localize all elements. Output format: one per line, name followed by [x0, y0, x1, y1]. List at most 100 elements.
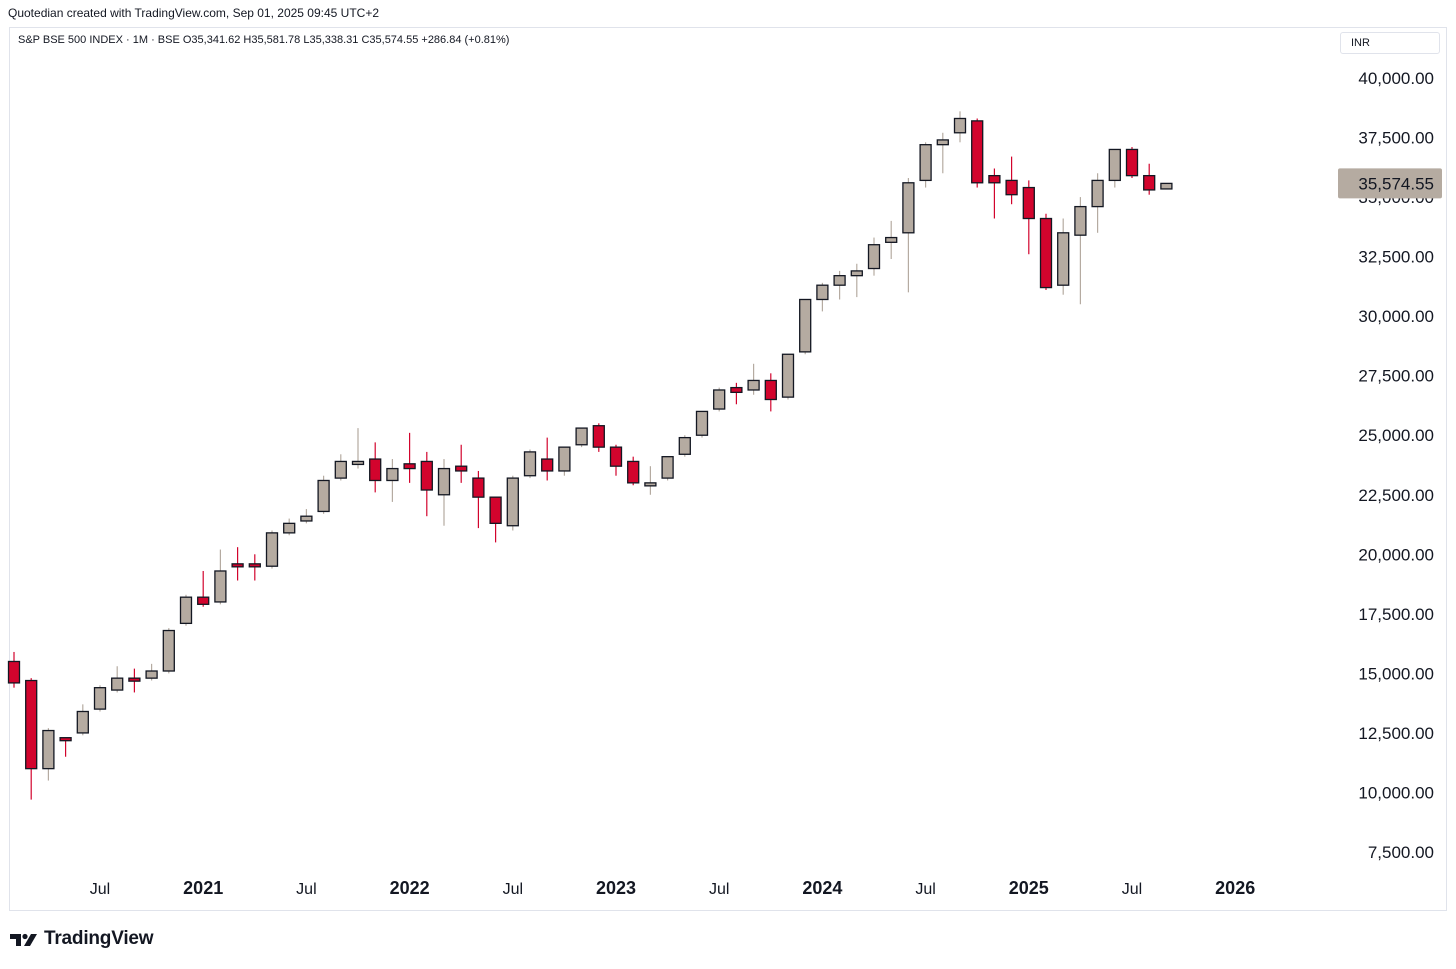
- candle-body: [1022, 186, 1035, 220]
- candle-body: [162, 629, 175, 672]
- candle: [334, 454, 347, 481]
- candle: [850, 263, 863, 298]
- candle-body: [953, 117, 967, 134]
- price-tick-label: 32,500.00: [1358, 248, 1434, 267]
- candle-body: [609, 446, 623, 467]
- candle-body: [420, 460, 433, 491]
- candle: [558, 446, 571, 476]
- candle: [1074, 197, 1087, 305]
- candle-body: [523, 451, 537, 477]
- candles-layer: [7, 111, 1173, 800]
- candle: [7, 651, 21, 688]
- time-axis: Jul 2021 Jul 2022 Jul 2023 Jul 2024 Jul 2025 Jul 20…: [90, 878, 1255, 898]
- candle-body: [1091, 179, 1104, 208]
- candle: [506, 475, 519, 531]
- candle-body: [7, 660, 21, 684]
- time-tick-label: Jul: [915, 881, 935, 898]
- candle-body: [678, 436, 691, 455]
- last-price-badge: [1338, 168, 1442, 199]
- candle: [317, 475, 330, 514]
- candle-body: [489, 496, 502, 524]
- candle: [42, 728, 55, 781]
- candle-body: [799, 298, 812, 353]
- candle-body: [351, 460, 365, 466]
- candle-body: [988, 174, 1001, 184]
- candle-body: [1057, 232, 1070, 286]
- time-tick-label: Jul: [1122, 881, 1142, 898]
- candle: [1039, 213, 1053, 290]
- candle: [695, 410, 709, 438]
- candle-body: [661, 456, 674, 479]
- symbol-legend: S&P BSE 500 INDEX · 1M · BSE O35,341.62 …: [18, 34, 510, 46]
- candle: [420, 451, 433, 517]
- candle-body: [506, 477, 519, 527]
- candle-body: [403, 463, 416, 470]
- candle: [747, 363, 760, 395]
- candle: [248, 554, 261, 581]
- candle-body: [730, 386, 743, 394]
- candle: [644, 466, 657, 495]
- chart-caption: Quotedian created with TradingView.com, …: [8, 6, 380, 20]
- candle-body: [902, 182, 915, 234]
- candle-body: [833, 275, 846, 286]
- candle: [1022, 180, 1035, 255]
- candle: [386, 459, 399, 502]
- candle-body: [248, 563, 261, 568]
- candle: [816, 282, 829, 312]
- candle: [988, 168, 1001, 219]
- candle-body: [25, 679, 38, 770]
- price-tick-label: 15,000.00: [1358, 664, 1434, 683]
- candle: [541, 437, 554, 481]
- candle-body: [386, 467, 399, 482]
- candle: [179, 594, 193, 626]
- candle: [609, 444, 623, 476]
- time-tick-label: Jul: [503, 881, 523, 898]
- candle: [1057, 218, 1070, 295]
- candle: [523, 449, 537, 479]
- candle-body: [59, 737, 72, 742]
- price-tick-label: 40,000.00: [1358, 69, 1434, 88]
- candle-body: [592, 425, 605, 448]
- candle-body: [265, 532, 279, 567]
- candle-body: [867, 244, 881, 270]
- candle: [283, 518, 296, 536]
- candle: [919, 142, 932, 188]
- candle-body: [936, 139, 949, 146]
- time-tick-label: 2026: [1215, 878, 1255, 898]
- last-price-marker: 35,574.55: [1338, 168, 1442, 199]
- candle-body: [644, 482, 657, 487]
- candle-body: [1125, 148, 1139, 177]
- candle-body: [816, 284, 829, 301]
- candle-body: [1074, 205, 1087, 236]
- candle-body: [713, 389, 726, 410]
- candle: [678, 435, 691, 457]
- price-tick-label: 37,500.00: [1358, 129, 1434, 148]
- candle: [197, 570, 210, 607]
- candle-body: [437, 467, 451, 496]
- candle: [661, 456, 674, 481]
- tradingview-brand-text: TradingView: [44, 928, 154, 949]
- time-tick-label: 2023: [596, 878, 636, 898]
- candle-body: [283, 522, 296, 534]
- candle: [214, 549, 227, 605]
- currency-button[interactable]: INR: [1340, 32, 1440, 54]
- candle: [59, 737, 72, 757]
- tradingview-logo-icon: [10, 933, 37, 946]
- time-tick-label: Jul: [90, 881, 110, 898]
- candle-body: [971, 120, 984, 184]
- candle-body: [317, 479, 330, 513]
- candle-body: [919, 144, 932, 182]
- candle-body: [179, 596, 193, 625]
- candle: [1108, 148, 1121, 188]
- candle: [592, 423, 605, 452]
- last-price-label: 35,574.55: [1358, 174, 1434, 193]
- candle-body: [334, 460, 347, 479]
- tradingview-logo[interactable]: TradingView: [10, 928, 154, 950]
- price-tick-label: 20,000.00: [1358, 545, 1434, 564]
- candle-body: [764, 379, 777, 401]
- candle: [936, 132, 949, 174]
- candle: [971, 118, 984, 188]
- candle-body: [214, 570, 227, 603]
- price-tick-label: 30,000.00: [1358, 307, 1434, 326]
